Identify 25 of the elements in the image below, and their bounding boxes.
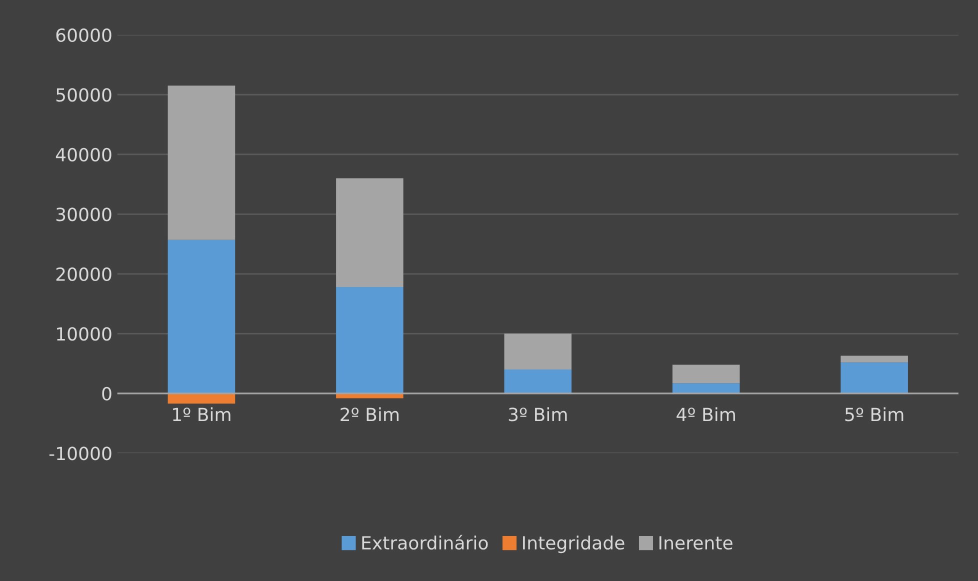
x-tick-label: 5º Bim [845,407,904,422]
legend-label: Extraordinário [362,534,488,550]
y-tick-label: 40000 [56,148,112,162]
y-tick-label: 20000 [56,267,112,282]
bar [840,356,908,362]
bar [672,364,740,384]
bar [168,86,236,240]
legend-label: Inerente [660,536,732,550]
y-tick-label: -10000 [49,446,112,460]
bar [504,370,572,394]
x-tick-label: 1º Bim [173,407,230,422]
bar [840,362,908,394]
x-tick-label: 3º Bim [508,407,567,422]
bar [168,240,236,394]
y-tick-label: 50000 [56,88,112,102]
y-tick-label: 0 [102,386,112,401]
legend-label: Integridade [523,536,624,554]
bar [336,178,404,288]
x-tick-label: 4º Bim [676,407,735,422]
y-tick-label: 10000 [57,327,112,341]
y-tick-label: 30000 [56,208,112,222]
bar [336,287,404,394]
y-tick-label: 60000 [56,28,112,42]
bar [504,334,572,370]
x-tick-label: 2º Bim [340,407,399,422]
